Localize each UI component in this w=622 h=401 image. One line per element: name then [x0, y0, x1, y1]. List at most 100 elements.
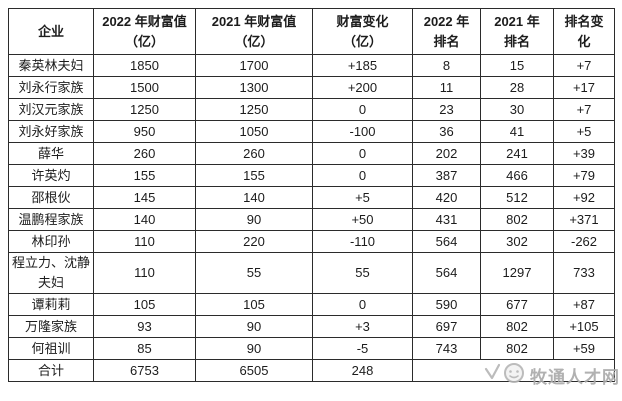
table-row: 刘汉元家族 1250 1250 0 23 30 +7	[8, 98, 615, 121]
table-body: 秦英林夫妇 1850 1700 +185 8 15 +7 刘永行家族 1500 1300 +200 1…	[8, 54, 615, 382]
value-cell: 155	[195, 164, 313, 187]
enterprise-cell: 林印孙	[8, 230, 94, 253]
enterprise-cell: 秦英林夫妇	[8, 54, 94, 77]
column-header: 2021 年财富值 （亿）	[195, 8, 313, 55]
value-cell: 590	[412, 293, 481, 316]
value-cell: +5	[312, 186, 413, 209]
value-cell: +200	[312, 76, 413, 99]
value-cell: 950	[93, 120, 196, 143]
table-row: 刘永行家族 1500 1300 +200 11 28 +17	[8, 76, 615, 99]
total-v2021-cell: 6505	[195, 359, 313, 382]
value-cell: 0	[312, 142, 413, 165]
value-cell: 55	[195, 252, 313, 294]
value-cell: 387	[412, 164, 481, 187]
value-cell: 1050	[195, 120, 313, 143]
enterprise-cell: 程立力、沈静夫妇	[8, 252, 94, 294]
value-cell: 202	[412, 142, 481, 165]
value-cell: +50	[312, 208, 413, 231]
value-cell: -110	[312, 230, 413, 253]
value-cell: 15	[480, 54, 554, 77]
table-row: 何祖训 85 90 -5 743 802 +59	[8, 337, 615, 360]
total-merged-empty-cell	[412, 359, 615, 382]
value-cell: 155	[93, 164, 196, 187]
enterprise-cell: 万隆家族	[8, 315, 94, 338]
value-cell: 30	[480, 98, 554, 121]
value-cell: 105	[93, 293, 196, 316]
enterprise-cell: 刘永好家族	[8, 120, 94, 143]
column-header: 企业	[8, 8, 94, 55]
column-header: 2022 年 排名	[412, 8, 481, 55]
table-row: 邵根伙 145 140 +5 420 512 +92	[8, 186, 615, 209]
value-cell: +3	[312, 315, 413, 338]
table-row: 温鹏程家族 140 90 +50 431 802 +371	[8, 208, 615, 231]
total-change-cell: 248	[312, 359, 413, 382]
value-cell: 743	[412, 337, 481, 360]
value-cell: 1250	[195, 98, 313, 121]
value-cell: +185	[312, 54, 413, 77]
value-cell: 802	[480, 337, 554, 360]
value-cell: 41	[480, 120, 554, 143]
value-cell: +5	[553, 120, 615, 143]
table-row: 万隆家族 93 90 +3 697 802 +105	[8, 315, 615, 338]
value-cell: 302	[480, 230, 554, 253]
value-cell: 564	[412, 252, 481, 294]
value-cell: 11	[412, 76, 481, 99]
value-cell: 28	[480, 76, 554, 99]
value-cell: +59	[553, 337, 615, 360]
total-row: 合计 6753 6505 248	[8, 359, 615, 382]
header-row: 企业 2022 年财富值 （亿） 2021 年财富值 （亿） 财富变化 （亿） 2022…	[8, 8, 615, 55]
table-row: 薛华 260 260 0 202 241 +39	[8, 142, 615, 165]
value-cell: 431	[412, 208, 481, 231]
value-cell: -5	[312, 337, 413, 360]
value-cell: 802	[480, 208, 554, 231]
value-cell: +92	[553, 186, 615, 209]
value-cell: 802	[480, 315, 554, 338]
enterprise-cell: 温鹏程家族	[8, 208, 94, 231]
value-cell: 0	[312, 164, 413, 187]
value-cell: +371	[553, 208, 615, 231]
value-cell: 1850	[93, 54, 196, 77]
column-header: 财富变化 （亿）	[312, 8, 413, 55]
value-cell: 85	[93, 337, 196, 360]
table-row: 刘永好家族 950 1050 -100 36 41 +5	[8, 120, 615, 143]
value-cell: 733	[553, 252, 615, 294]
wealth-ranking-table: 企业 2022 年财富值 （亿） 2021 年财富值 （亿） 财富变化 （亿） 2022…	[8, 8, 615, 382]
value-cell: 420	[412, 186, 481, 209]
value-cell: 0	[312, 98, 413, 121]
value-cell: 140	[195, 186, 313, 209]
value-cell: +87	[553, 293, 615, 316]
enterprise-cell: 邵根伙	[8, 186, 94, 209]
value-cell: 564	[412, 230, 481, 253]
value-cell: 1500	[93, 76, 196, 99]
value-cell: 90	[195, 315, 313, 338]
value-cell: 23	[412, 98, 481, 121]
value-cell: 1250	[93, 98, 196, 121]
value-cell: 260	[93, 142, 196, 165]
value-cell: 90	[195, 337, 313, 360]
value-cell: 512	[480, 186, 554, 209]
value-cell: -262	[553, 230, 615, 253]
enterprise-cell: 刘汉元家族	[8, 98, 94, 121]
table-row: 程立力、沈静夫妇 110 55 55 564 1297 733	[8, 252, 615, 294]
value-cell: 55	[312, 252, 413, 294]
value-cell: +7	[553, 54, 615, 77]
column-header: 2022 年财富值 （亿）	[93, 8, 196, 55]
enterprise-cell: 刘永行家族	[8, 76, 94, 99]
table-row: 谭莉莉 105 105 0 590 677 +87	[8, 293, 615, 316]
value-cell: +17	[553, 76, 615, 99]
value-cell: 105	[195, 293, 313, 316]
value-cell: 241	[480, 142, 554, 165]
enterprise-cell: 谭莉莉	[8, 293, 94, 316]
value-cell: 110	[93, 252, 196, 294]
total-v2022-cell: 6753	[93, 359, 196, 382]
table-row: 林印孙 110 220 -110 564 302 -262	[8, 230, 615, 253]
table-row: 秦英林夫妇 1850 1700 +185 8 15 +7	[8, 54, 615, 77]
value-cell: +79	[553, 164, 615, 187]
value-cell: 140	[93, 208, 196, 231]
value-cell: 466	[480, 164, 554, 187]
value-cell: 110	[93, 230, 196, 253]
value-cell: 697	[412, 315, 481, 338]
value-cell: 93	[93, 315, 196, 338]
value-cell: +7	[553, 98, 615, 121]
value-cell: +39	[553, 142, 615, 165]
